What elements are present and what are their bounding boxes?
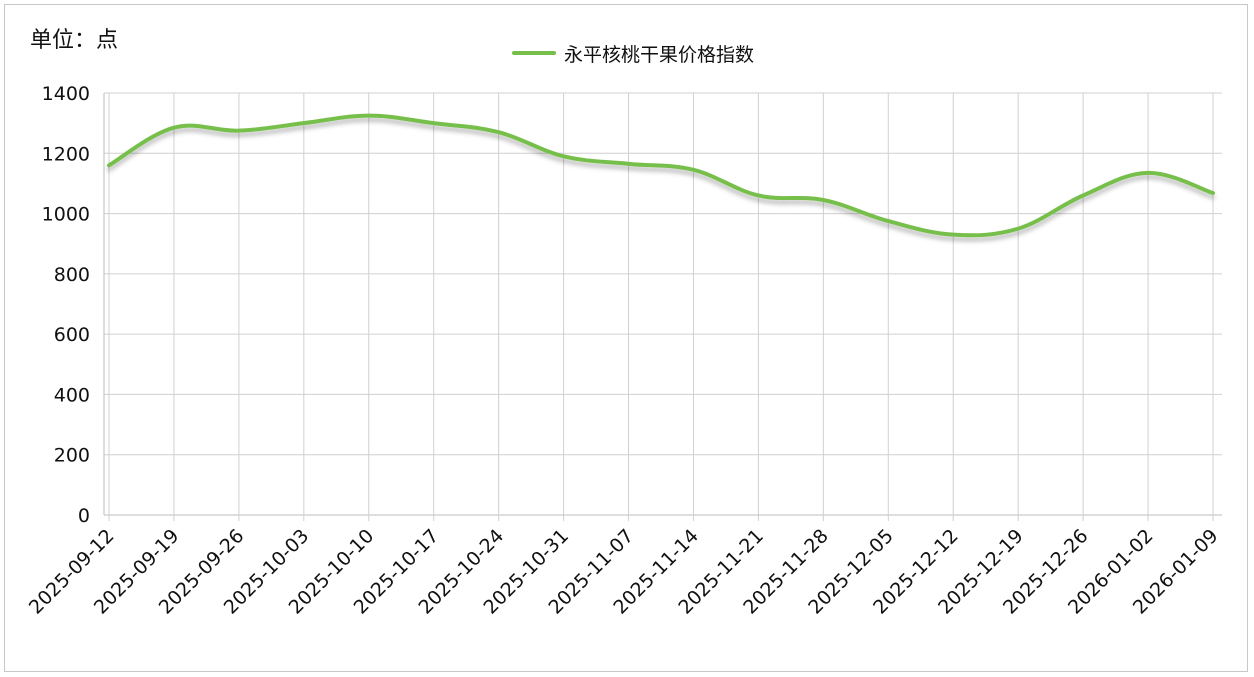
legend: 永平核桃干果价格指数 <box>512 40 754 66</box>
data-point <box>366 113 372 119</box>
y-tick-label: 1000 <box>42 204 90 226</box>
data-point <box>496 129 502 135</box>
data-point <box>885 218 891 224</box>
data-point <box>301 120 307 126</box>
data-point <box>431 120 437 126</box>
legend-label: 永平核桃干果价格指数 <box>564 43 755 66</box>
y-tick-label: 400 <box>54 384 90 406</box>
data-point <box>236 128 242 134</box>
series-line-yongping-walnut-index <box>107 113 1215 238</box>
chart-frame <box>4 4 1248 672</box>
series-layer <box>106 113 1216 238</box>
data-point <box>106 162 112 168</box>
data-point <box>1210 190 1216 196</box>
data-point <box>1015 226 1021 232</box>
y-tick-label: 1400 <box>42 83 90 105</box>
legend-swatch <box>512 51 556 55</box>
data-point <box>561 153 567 159</box>
grid <box>104 92 1222 521</box>
y-tick-label: 600 <box>54 324 90 346</box>
data-point <box>820 197 826 203</box>
y-tick-label: 800 <box>54 264 90 286</box>
data-point <box>1145 170 1151 176</box>
data-point <box>171 125 177 131</box>
data-point <box>755 192 761 198</box>
data-point <box>1080 192 1086 198</box>
data-point <box>690 167 696 173</box>
y-tick-label: 0 <box>78 505 90 527</box>
data-point <box>626 161 632 167</box>
data-point <box>950 232 956 238</box>
y-tick-label: 1200 <box>42 143 90 165</box>
y-tick-label: 200 <box>54 445 90 467</box>
unit-label: 单位：点 <box>30 28 119 53</box>
